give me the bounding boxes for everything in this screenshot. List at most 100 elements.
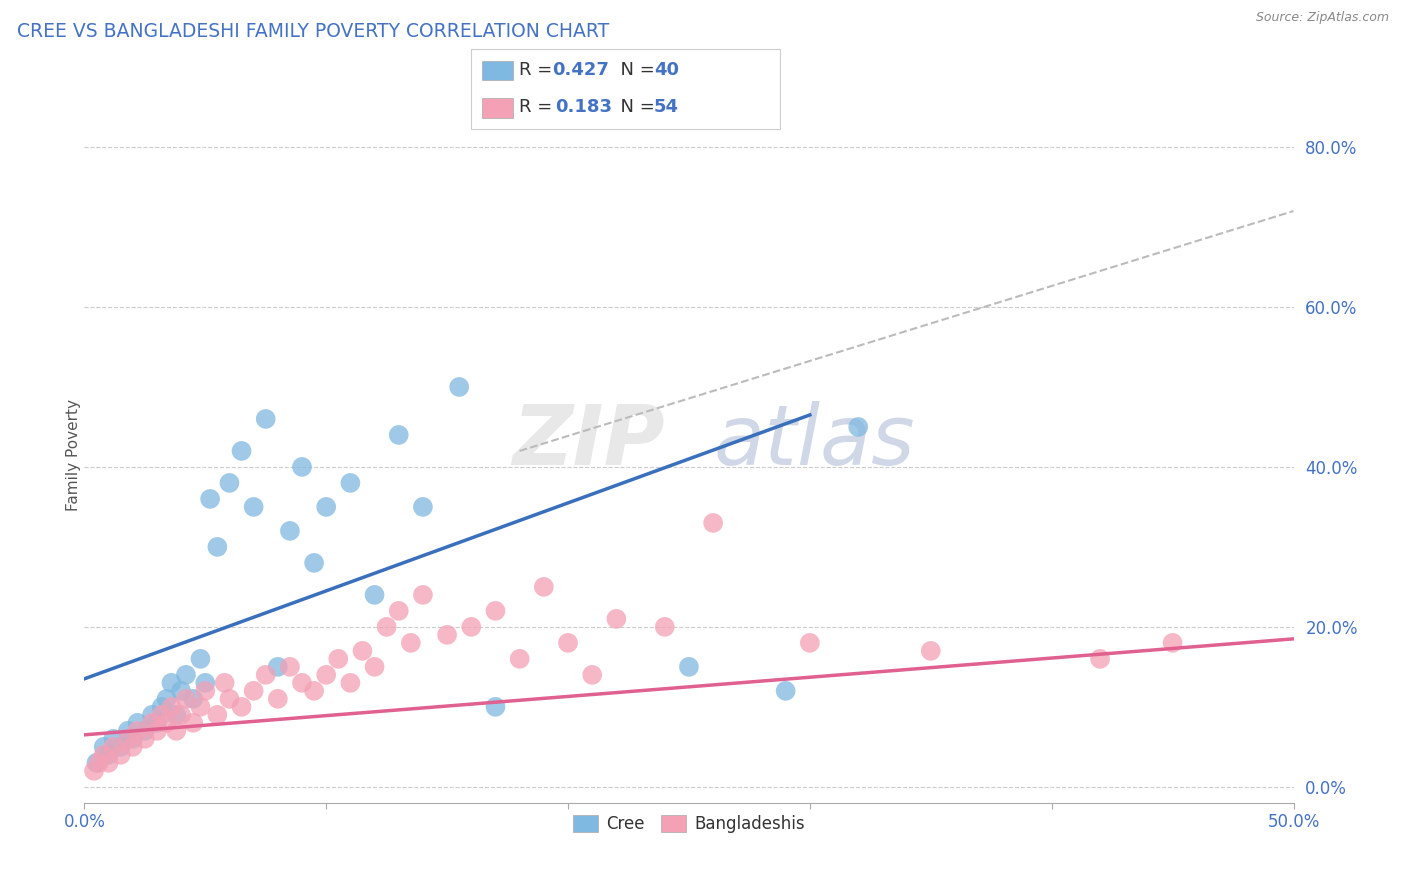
Point: [218, 475, 240, 490]
Point: [103, 739, 125, 754]
Point: [654, 620, 676, 634]
Point: [533, 580, 555, 594]
Point: [412, 588, 434, 602]
Point: [155, 691, 177, 706]
Point: [484, 699, 506, 714]
Point: [93, 747, 115, 762]
Point: [83, 764, 105, 778]
Point: [165, 707, 187, 722]
Point: [846, 420, 869, 434]
Point: [218, 691, 240, 706]
Point: [146, 723, 169, 738]
Point: [160, 676, 183, 690]
Point: [155, 715, 177, 730]
Point: [242, 683, 264, 698]
Point: [150, 699, 173, 714]
Point: [702, 516, 724, 530]
Point: [449, 380, 471, 394]
Point: [581, 668, 603, 682]
Point: [194, 683, 217, 698]
Text: R =: R =: [519, 98, 564, 116]
Point: [509, 652, 531, 666]
Point: [267, 660, 290, 674]
Point: [339, 676, 361, 690]
Point: [302, 556, 325, 570]
Point: [86, 756, 108, 770]
Point: [278, 660, 301, 674]
Point: [93, 739, 115, 754]
Point: [291, 459, 314, 474]
Point: [117, 731, 139, 746]
Point: [315, 668, 337, 682]
Point: [412, 500, 434, 514]
Point: [174, 691, 197, 706]
Text: CREE VS BANGLADESHI FAMILY POVERTY CORRELATION CHART: CREE VS BANGLADESHI FAMILY POVERTY CORRE…: [17, 22, 609, 41]
Point: [291, 676, 314, 690]
Point: [170, 683, 193, 698]
Point: [117, 723, 139, 738]
Point: [134, 723, 156, 738]
Text: 40: 40: [654, 61, 679, 78]
Point: [678, 660, 700, 674]
Point: [267, 691, 290, 706]
Point: [160, 699, 183, 714]
Point: [181, 691, 204, 706]
Point: [121, 739, 143, 754]
Point: [363, 660, 385, 674]
Point: [242, 500, 264, 514]
Text: ZIP: ZIP: [512, 401, 665, 482]
Legend: Cree, Bangladeshis: Cree, Bangladeshis: [567, 808, 811, 839]
Point: [198, 491, 221, 506]
Point: [363, 588, 385, 602]
Point: [315, 500, 337, 514]
Point: [375, 620, 398, 634]
Point: [328, 652, 350, 666]
Point: [214, 676, 236, 690]
Text: R =: R =: [519, 61, 558, 78]
Text: 0.183: 0.183: [555, 98, 613, 116]
Point: [181, 715, 204, 730]
Point: [557, 636, 579, 650]
Point: [460, 620, 482, 634]
Point: [278, 524, 301, 538]
Point: [484, 604, 506, 618]
Point: [436, 628, 458, 642]
Point: [207, 707, 229, 722]
Text: Source: ZipAtlas.com: Source: ZipAtlas.com: [1256, 11, 1389, 24]
Point: [231, 699, 253, 714]
Point: [146, 715, 169, 730]
Point: [97, 747, 120, 762]
Point: [190, 652, 212, 666]
Point: [87, 756, 110, 770]
Point: [121, 731, 143, 746]
Point: [103, 731, 125, 746]
Point: [190, 699, 212, 714]
Point: [254, 668, 277, 682]
Y-axis label: Family Poverty: Family Poverty: [66, 399, 80, 511]
Text: N =: N =: [609, 61, 661, 78]
Text: 0.427: 0.427: [553, 61, 609, 78]
Point: [170, 707, 193, 722]
Point: [127, 715, 149, 730]
Point: [254, 412, 277, 426]
Point: [388, 428, 411, 442]
Text: 54: 54: [654, 98, 679, 116]
Text: atlas: atlas: [713, 401, 915, 482]
Text: N =: N =: [609, 98, 661, 116]
Point: [97, 756, 120, 770]
Point: [388, 604, 411, 618]
Point: [352, 644, 374, 658]
Point: [399, 636, 422, 650]
Point: [127, 723, 149, 738]
Point: [174, 668, 197, 682]
Point: [339, 475, 361, 490]
Point: [302, 683, 325, 698]
Point: [110, 739, 132, 754]
Point: [207, 540, 229, 554]
Point: [194, 676, 217, 690]
Point: [141, 707, 163, 722]
Point: [775, 683, 797, 698]
Point: [165, 723, 187, 738]
Point: [110, 747, 132, 762]
Point: [1161, 636, 1184, 650]
